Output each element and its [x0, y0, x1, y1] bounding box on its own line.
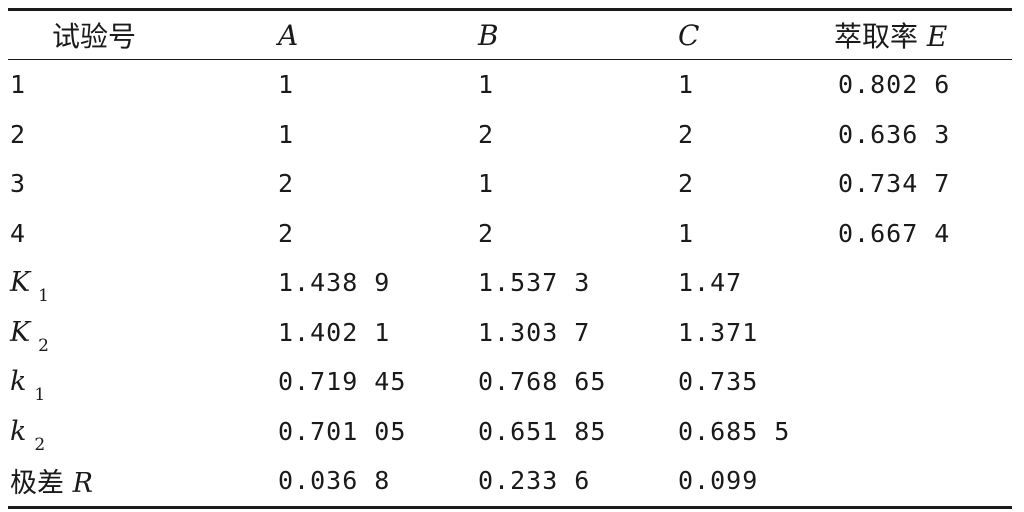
trial-number: 4 [10, 218, 27, 248]
cell-b: 1 [478, 169, 495, 199]
cell-extraction-rate: 0.734 7 [838, 169, 951, 199]
cell-extraction-rate: 0.802 6 [838, 70, 951, 100]
range-label: 极差 R [8, 456, 278, 507]
table-body: 1 1 1 1 0.802 6 2 1 2 2 0.636 3 3 2 1 2 … [8, 60, 1012, 507]
header-factor-c: C [678, 18, 700, 52]
cell-c: 2 [678, 169, 695, 199]
cell-c: 1.47 [678, 268, 743, 298]
stat-symbol: k [10, 415, 27, 447]
trial-number: 2 [10, 119, 27, 149]
trial-number: 1 [10, 70, 27, 100]
cell-c: 0.685 5 [678, 416, 791, 446]
cell-b: 0.233 6 [478, 466, 591, 496]
cell-empty [828, 308, 1012, 358]
cell-a: 1.402 1 [278, 317, 391, 347]
cell-b: 1.537 3 [478, 268, 591, 298]
stat-subscript: 2 [34, 434, 46, 455]
header-factor-a: A [278, 18, 299, 52]
header-trial-no: 试验号 [52, 20, 137, 53]
cell-b: 1 [478, 70, 495, 100]
cell-a: 1 [278, 119, 295, 149]
header-extraction-rate-symbol: E [926, 20, 948, 53]
cell-b: 2 [478, 119, 495, 149]
trial-number: 3 [10, 169, 27, 199]
stat-symbol: k [10, 366, 27, 398]
cell-extraction-rate: 0.636 3 [838, 119, 951, 149]
header-factor-b: B [478, 18, 499, 52]
range-symbol: R [72, 468, 93, 500]
cell-c: 0.735 [678, 367, 759, 397]
cell-b: 1.303 7 [478, 317, 591, 347]
cell-c: 2 [678, 119, 695, 149]
stat-subscript: 1 [34, 385, 46, 406]
cell-empty [828, 258, 1012, 308]
table-row: 2 1 2 2 0.636 3 [8, 110, 1012, 160]
cell-empty [828, 357, 1012, 407]
header-extraction-rate: 萃取率 E [828, 10, 1012, 60]
orthogonal-test-table-container: 试验号 A B C 萃取率 E 1 1 1 1 0.802 6 2 1 2 2 … [8, 8, 1012, 509]
table-row: 3 2 1 2 0.734 7 [8, 159, 1012, 209]
cell-a: 0.701 05 [278, 416, 407, 446]
cell-a: 0.036 8 [278, 466, 391, 496]
cell-a: 1 [278, 70, 295, 100]
cell-empty [828, 456, 1012, 507]
table-header: 试验号 A B C 萃取率 E [8, 9, 1012, 60]
cell-a: 2 [278, 218, 295, 248]
header-row: 试验号 A B C 萃取率 E [8, 9, 1012, 60]
cell-b: 0.768 65 [478, 367, 607, 397]
stat-symbol: K [10, 267, 31, 299]
cell-c: 0.099 [678, 466, 759, 496]
cell-a: 1.438 9 [278, 268, 391, 298]
header-extraction-rate-label: 萃取率 [834, 20, 919, 53]
cell-a: 0.719 45 [278, 367, 407, 397]
cell-extraction-rate: 0.667 4 [838, 218, 951, 248]
stat-subscript: 2 [38, 335, 49, 356]
stat-subscript: 1 [38, 286, 49, 307]
table-row: 4 2 2 1 0.667 4 [8, 209, 1012, 259]
cell-empty [828, 407, 1012, 457]
cell-b: 2 [478, 218, 495, 248]
cell-c: 1 [678, 70, 695, 100]
cell-b: 0.651 85 [478, 416, 607, 446]
stat-symbol: K [10, 316, 31, 348]
range-label-text: 极差 [10, 468, 64, 500]
range-row: 极差 R 0.036 8 0.233 6 0.099 [8, 456, 1012, 507]
cell-a: 2 [278, 169, 295, 199]
orthogonal-test-table: 试验号 A B C 萃取率 E 1 1 1 1 0.802 6 2 1 2 2 … [8, 8, 1012, 509]
table-row: 1 1 1 1 0.802 6 [8, 60, 1012, 110]
cell-c: 1.371 [678, 317, 759, 347]
cell-c: 1 [678, 218, 695, 248]
